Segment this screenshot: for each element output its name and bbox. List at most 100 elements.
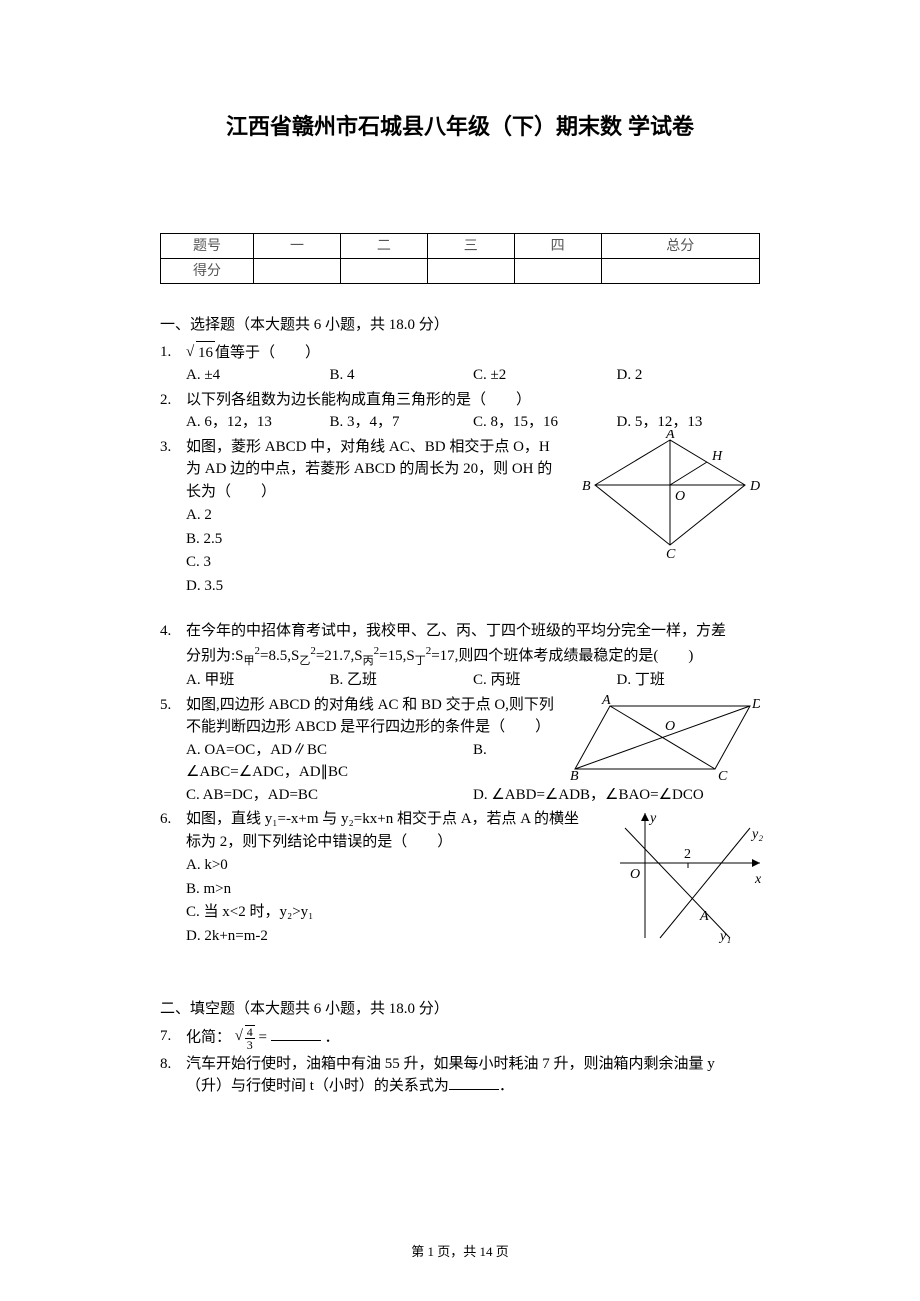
stem-line-1: 汽车开始行使时，油箱中有油 55 升，如果每小时耗油 7 升，则油箱内剩余油量 … (186, 1053, 760, 1076)
question-number: 3. (160, 436, 186, 459)
svg-text:O: O (630, 867, 640, 882)
stem-line-1: 在今年的中招体育考试中，我校甲、乙、丙、丁四个班级的平均分完全一样，方差 (186, 620, 760, 643)
fraction: 4 3 (245, 1025, 255, 1051)
spacer (160, 950, 760, 990)
cell (340, 259, 427, 284)
option-d: D. ∠ABD=∠ADB，∠BAO=∠DCO (473, 784, 704, 807)
svg-text:C: C (666, 547, 676, 560)
option-c: C. ±2 (473, 364, 617, 387)
question-6: 6. 如图，直线 y₁=-x+m 与 y₂=kx+n 相交于点 A，若点 A 的… (160, 808, 760, 948)
option-a: A. 甲班 (186, 669, 330, 692)
parallelogram-figure-icon: A B C D O (570, 694, 760, 784)
option-c: C. 3 (186, 551, 560, 574)
stem-prefix: 化简： (186, 1029, 231, 1045)
option-b: B. 3，4，7 (330, 411, 474, 434)
option-b: B. 2.5 (186, 528, 560, 551)
svg-text:A: A (699, 909, 709, 924)
question-2: 2. 以下列各组数为边长能构成直角三角形的是（ ） A. 6，12，13 B. … (160, 389, 760, 434)
svg-text:x: x (754, 872, 762, 887)
cell (601, 259, 760, 284)
table-row: 得分 (161, 259, 760, 284)
option-d: D. 2k+n=m-2 (186, 925, 580, 948)
sqrt-expr: 16 (196, 341, 215, 365)
cell (427, 259, 514, 284)
question-number: 1. (160, 341, 186, 364)
svg-text:D: D (749, 479, 760, 494)
question-body: 化简： √ 4 3 = ． (186, 1025, 760, 1051)
cell (514, 259, 601, 284)
option-a: A. 6，12，13 (186, 411, 330, 434)
stem-text: 以下列各组数为边长能构成直角三角形的是（ ） (186, 389, 760, 412)
exam-title: 江西省赣州市石城县八年级（下）期末数 学试卷 (160, 110, 760, 143)
option-a: A. k>0 (186, 854, 580, 877)
cell: 四 (514, 234, 601, 259)
cell: 二 (340, 234, 427, 259)
question-8: 8. 汽车开始行使时，油箱中有油 55 升，如果每小时耗油 7 升，则油箱内剩余… (160, 1053, 760, 1098)
option-c: C. 丙班 (473, 669, 617, 692)
svg-text:O: O (675, 489, 685, 504)
options: A. 2 B. 2.5 C. 3 D. 3.5 (186, 504, 560, 597)
equals: = (259, 1029, 267, 1045)
svg-text:A: A (665, 430, 675, 442)
cell: 三 (427, 234, 514, 259)
question-body: 在今年的中招体育考试中，我校甲、乙、丙、丁四个班级的平均分完全一样，方差 分别为… (186, 620, 760, 692)
rhombus-figure-icon: A B C D H O (570, 430, 770, 560)
options: A. ±4 B. 4 C. ±2 D. 2 (186, 364, 760, 387)
svg-text:A: A (601, 694, 611, 708)
stem-text: 值等于（ ） (215, 345, 320, 361)
cell: 得分 (161, 259, 254, 284)
question-7: 7. 化简： √ 4 3 = ． (160, 1025, 760, 1051)
question-body: 以下列各组数为边长能构成直角三角形的是（ ） A. 6，12，13 B. 3，4… (186, 389, 760, 434)
option-d: D. 丁班 (617, 669, 761, 692)
svg-text:O: O (665, 719, 675, 734)
stem-text: 如图，直线 y₁=-x+m 与 y₂=kx+n 相交于点 A，若点 A 的横坐标… (186, 808, 580, 853)
svg-text:B: B (570, 769, 579, 784)
score-table: 题号 一 二 三 四 总分 得分 (160, 233, 760, 284)
svg-text:y: y (648, 811, 657, 826)
options: A. 甲班 B. 乙班 C. 丙班 D. 丁班 (186, 669, 760, 692)
option-b-label: B. (473, 739, 487, 762)
section-2-heading: 二、填空题（本大题共 6 小题，共 18.0 分） (160, 998, 760, 1021)
question-body: 16值等于（ ） A. ±4 B. 4 C. ±2 D. 2 (186, 341, 760, 387)
period: ． (324, 1029, 339, 1045)
option-d: D. 3.5 (186, 575, 560, 598)
option-d: D. 2 (617, 364, 761, 387)
cell: 一 (254, 234, 341, 259)
fill-blank (271, 1026, 321, 1041)
stem-text: 如图，菱形 ABCD 中，对角线 AC、BD 相交于点 O，H 为 AD 边的中… (186, 436, 560, 504)
option-a: A. ±4 (186, 364, 330, 387)
table-row: 题号 一 二 三 四 总分 (161, 234, 760, 259)
option-b: B. m>n (186, 878, 580, 901)
page-footer: 第 1 页，共 14 页 (0, 1242, 920, 1262)
question-number: 8. (160, 1053, 186, 1076)
question-number: 4. (160, 620, 186, 643)
option-a: A. 2 (186, 504, 560, 527)
svg-text:y₂: y₂ (750, 827, 763, 842)
stem-line-2: 分别为:S甲2=8.5,S乙2=21.7,S丙2=15,S丁2=17,则四个班体… (186, 643, 760, 670)
option-c: C. AB=DC，AD=BC (186, 784, 473, 807)
option-c: C. 当 x<2 时，y₂>y₁ (186, 901, 580, 924)
question-number: 5. (160, 694, 186, 717)
svg-text:B: B (582, 479, 591, 494)
question-number: 2. (160, 389, 186, 412)
question-body: 汽车开始行使时，油箱中有油 55 升，如果每小时耗油 7 升，则油箱内剩余油量 … (186, 1053, 760, 1098)
options: A. k>0 B. m>n C. 当 x<2 时，y₂>y₁ D. 2k+n=m… (186, 854, 580, 947)
option-b: B. 乙班 (330, 669, 474, 692)
cell (254, 259, 341, 284)
lines-graph-figure-icon: y x O 2 A y₂ y₁ (600, 808, 770, 948)
section-1-heading: 一、选择题（本大题共 6 小题，共 18.0 分） (160, 314, 760, 337)
question-4: 4. 在今年的中招体育考试中，我校甲、乙、丙、丁四个班级的平均分完全一样，方差 … (160, 620, 760, 692)
svg-text:H: H (711, 449, 723, 464)
stem-line-2: （升）与行使时间 t（小时）的关系式为． (186, 1075, 760, 1098)
cell: 题号 (161, 234, 254, 259)
page: 江西省赣州市石城县八年级（下）期末数 学试卷 题号 一 二 三 四 总分 得分 … (0, 0, 920, 1301)
fill-blank (449, 1075, 499, 1090)
spacer (160, 600, 760, 618)
svg-text:2: 2 (684, 847, 691, 862)
question-3: 3. 如图，菱形 ABCD 中，对角线 AC、BD 相交于点 O，H 为 AD … (160, 436, 760, 599)
question-5: 5. 如图,四边形 ABCD 的对角线 AC 和 BD 交于点 O,则下列不能判… (160, 694, 760, 807)
cell: 总分 (601, 234, 760, 259)
option-a: A. OA=OC，AD∥BC (186, 739, 473, 762)
question-number: 7. (160, 1025, 186, 1048)
svg-text:y₁: y₁ (718, 929, 731, 944)
